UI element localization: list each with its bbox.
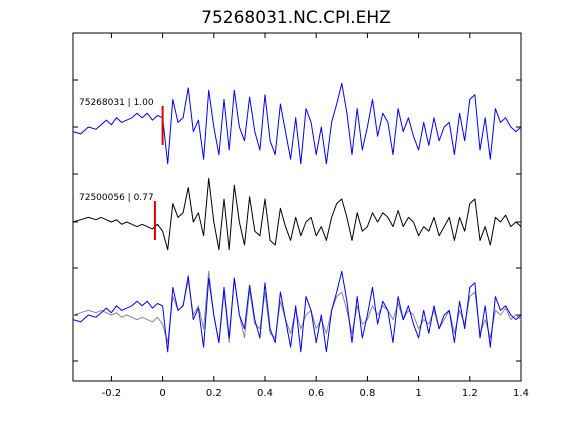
x-tick-label: 1 (415, 388, 421, 399)
x-tick-label: 0.6 (308, 388, 324, 399)
plot-frame (72, 32, 522, 382)
trace-labels: 75268031 | 1.00 72500056 | 0.77 (79, 98, 154, 203)
waveform-trace-3 (72, 270, 522, 344)
waveform-trace-3 (72, 270, 522, 353)
pick-markers (153, 106, 164, 240)
waveform-trace-1 (72, 82, 522, 165)
x-tick-label: -0.2 (102, 388, 122, 399)
waveform-traces (72, 82, 522, 353)
y-ticks (73, 79, 521, 362)
x-tick-label: 0.8 (359, 388, 375, 399)
chart-title: 75268031.NC.CPI.EHZ (201, 8, 391, 28)
x-tick-label: 0 (159, 388, 165, 399)
trace-label-2: 72500056 | 0.77 (79, 193, 154, 203)
waveform-trace-2 (72, 177, 522, 251)
x-tick-label: 1.2 (462, 388, 478, 399)
trace-label-1: 75268031 | 1.00 (79, 98, 154, 108)
x-tick-label: 1.4 (513, 388, 529, 399)
x-tick-label: 0.4 (257, 388, 273, 399)
x-axis: -0.2 0 0.2 0.4 0.6 0.8 1 1.2 1.4 (102, 33, 529, 399)
x-tick-label: 0.2 (206, 388, 222, 399)
